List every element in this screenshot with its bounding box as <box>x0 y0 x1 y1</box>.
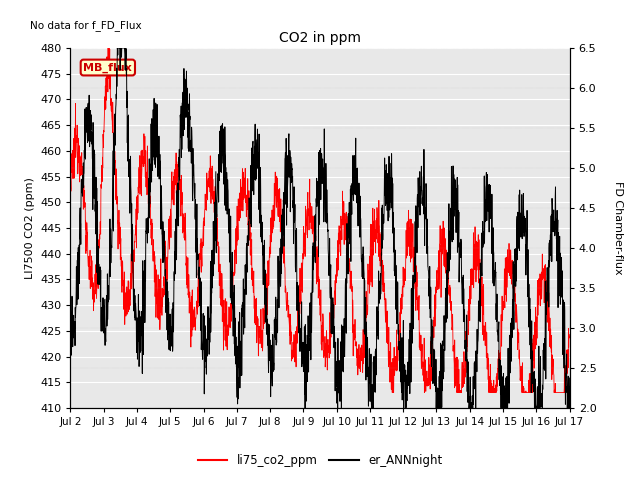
Title: CO2 in ppm: CO2 in ppm <box>279 32 361 46</box>
Legend: li75_co2_ppm, er_ANNnight: li75_co2_ppm, er_ANNnight <box>193 449 447 472</box>
Text: No data for f_FD_Flux: No data for f_FD_Flux <box>31 20 142 31</box>
Y-axis label: LI7500 CO2 (ppm): LI7500 CO2 (ppm) <box>24 177 35 279</box>
Y-axis label: FD Chamber-flux: FD Chamber-flux <box>613 181 623 275</box>
Text: MB_flux: MB_flux <box>83 62 132 72</box>
